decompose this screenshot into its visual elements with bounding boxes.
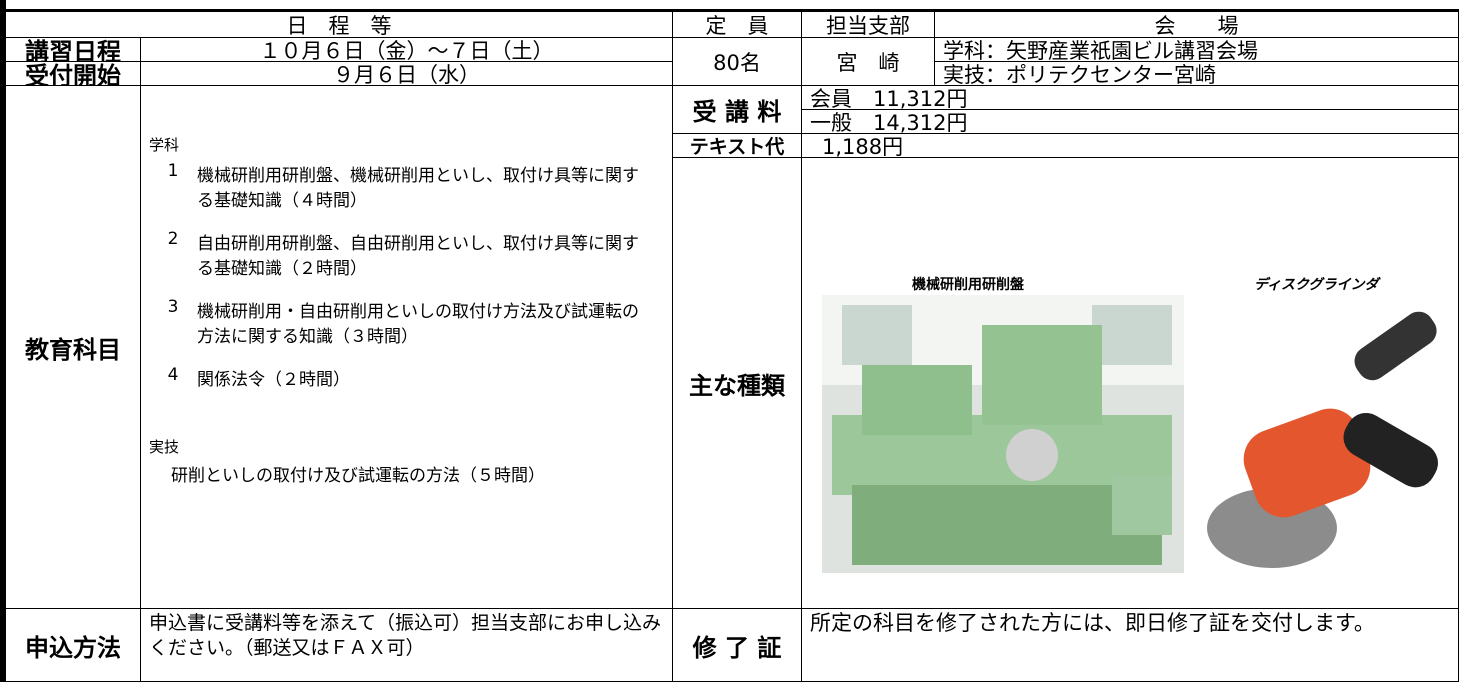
dates-value: １０月６日（金）～７日（土） <box>140 37 673 62</box>
dates-label: 講習日程 <box>5 37 141 62</box>
lecture-items: 1 機械研削用研削盤、機械研削用といし、取付け具等に関する基礎知識（４時間） 2 自由… <box>149 155 660 408</box>
lecture-item: 1 機械研削用研削盤、機械研削用といし、取付け具等に関する基礎知識（４時間） <box>149 161 660 211</box>
text-fee-value: 1,188円 <box>801 133 1459 158</box>
grinder-photo <box>1202 308 1452 588</box>
application-text: 申込書に受講料等を添えて（振込可）担当支部にお申し込みください。（郵送又はＦＡＸ… <box>140 608 673 682</box>
lecture-item: 2 自由研削用研削盤、自由研削用といし、取付け具等に関する基礎知識（２時間） <box>149 229 660 279</box>
subjects: 学科 1 機械研削用研削盤、機械研削用といし、取付け具等に関する基礎知識（４時間）… <box>140 85 673 609</box>
capacity: 80名 <box>672 37 802 86</box>
lecture-heading: 学科 <box>149 136 180 154</box>
branch: 宮 崎 <box>801 37 935 86</box>
caption: ディスクグラインダ <box>1254 277 1379 293</box>
machine-photo <box>822 295 1184 573</box>
venue-lecture: 学科：矢野産業祇園ビル講習会場 <box>934 37 1459 62</box>
frame-left <box>0 0 6 682</box>
fee-general: 一般 14,312円 <box>801 109 1459 134</box>
fee-label: 受 講 料 <box>672 85 802 134</box>
subjects-label: 教育科目 <box>5 85 141 609</box>
reception-label: 受付開始 <box>5 61 141 86</box>
fee-member: 会員 11,312円 <box>801 85 1459 110</box>
certificate-label: 修 了 証 <box>672 608 802 682</box>
item-text: 自由研削用研削盤、自由研削用といし、取付け具等に関する基礎知識（２時間） <box>197 234 639 279</box>
item-number: 3 <box>167 297 179 317</box>
lecture-item: 3 機械研削用・自由研削用といしの取付け方法及び試運転の方法に関する知識（３時間） <box>149 297 660 347</box>
item-text: 機械研削用・自由研削用といしの取付け方法及び試運転の方法に関する知識（３時間） <box>197 302 639 347</box>
caption: 機械研削用研削盤 <box>912 277 1024 293</box>
header-venue: 会 場 <box>934 11 1459 38</box>
lecture-item: 4 関係法令（２時間） <box>149 365 660 390</box>
frame-top <box>0 9 1459 12</box>
application-label: 申込方法 <box>5 608 141 682</box>
certificate-text: 所定の科目を修了された方には、即日修了証を交付します。 <box>801 608 1459 682</box>
item-text: 関係法令（２時間） <box>197 370 350 390</box>
text-fee-label: テキスト代 <box>672 133 802 158</box>
item-number: 2 <box>167 229 179 249</box>
header-branch: 担当支部 <box>801 11 935 38</box>
item-text: 機械研削用研削盤、機械研削用といし、取付け具等に関する基礎知識（４時間） <box>197 166 639 211</box>
header-schedule: 日 程 等 <box>5 11 673 38</box>
types-label: 主な種類 <box>672 157 802 609</box>
item-number: 1 <box>167 161 179 181</box>
venue-practical: 実技：ポリテクセンター宮崎 <box>934 61 1459 86</box>
types-images: 機械研削用研削盤 ディスクグラインダ <box>801 157 1459 609</box>
item-number: 4 <box>167 365 179 385</box>
header-capacity: 定 員 <box>672 11 802 38</box>
practical-text: 研削といしの取付け及び試運転の方法（５時間） <box>171 466 545 486</box>
reception-value: ９月６日（水） <box>140 61 673 86</box>
practical-heading: 実技 <box>149 438 180 456</box>
